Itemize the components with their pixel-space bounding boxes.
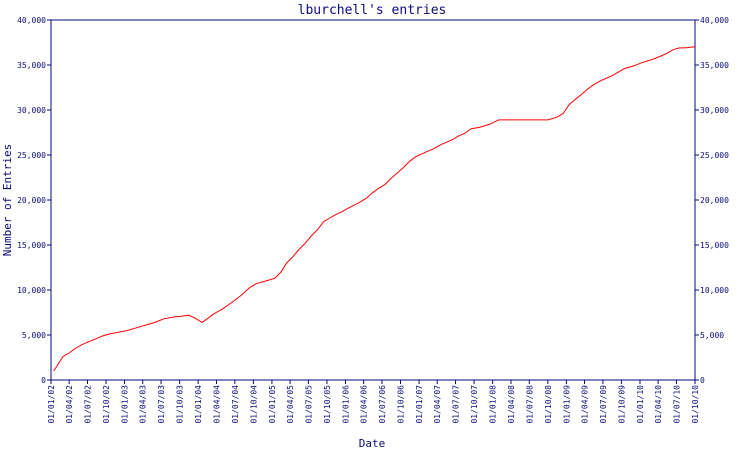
- x-tick-label: 01/07/05: [304, 385, 313, 424]
- x-axis-label: Date: [359, 437, 386, 450]
- x-tick-label: 01/01/04: [194, 385, 203, 424]
- y-tick-label-right: 20,000: [700, 196, 729, 205]
- x-tick-label: 01/01/09: [562, 385, 571, 424]
- y-tick-label-left: 0: [41, 376, 46, 385]
- y-tick-label-right: 15,000: [700, 241, 729, 250]
- x-tick-label: 01/04/02: [65, 385, 74, 424]
- x-tick-label: 01/01/10: [636, 385, 645, 424]
- y-tick-label-left: 5,000: [22, 331, 46, 340]
- plot-area-frame: [50, 19, 696, 381]
- y-tick-label-left: 20,000: [17, 196, 46, 205]
- x-tick-label: 01/04/07: [433, 385, 442, 424]
- x-tick-label: 01/07/10: [672, 385, 681, 424]
- x-tick-label: 01/10/06: [397, 385, 406, 424]
- x-tick-label: 01/01/02: [47, 385, 56, 424]
- x-tick-label: 01/07/07: [452, 385, 461, 424]
- x-tick-label: 01/01/08: [489, 385, 498, 424]
- y-tick-label-left: 25,000: [17, 151, 46, 160]
- y-tick-label-right: 0: [700, 376, 705, 385]
- x-tick-label: 01/07/06: [378, 385, 387, 424]
- x-tick-label: 01/01/05: [268, 385, 277, 424]
- x-tick-label: 01/10/09: [617, 385, 626, 424]
- y-tick-label-right: 35,000: [700, 61, 729, 70]
- x-tick-label: 01/07/08: [525, 385, 534, 424]
- x-tick-label: 01/04/10: [654, 385, 663, 424]
- x-tick-label: 01/04/08: [507, 385, 516, 424]
- y-axis-label: Number of Entries: [1, 144, 14, 257]
- y-tick-label-left: 10,000: [17, 286, 46, 295]
- x-tick-label: 01/10/07: [470, 385, 479, 424]
- entries-series-line: [53, 46, 695, 372]
- y-tick-label-left: 30,000: [17, 106, 46, 115]
- x-tick-label: 01/01/03: [121, 385, 130, 424]
- x-tick-label: 01/07/09: [599, 385, 608, 424]
- chart-title: lburchell's entries: [298, 3, 447, 18]
- x-axis: 01/01/02 01/04/02 01/07/02 01/10/02 01/01/03…: [47, 380, 700, 424]
- x-tick-label: 01/04/09: [581, 385, 590, 424]
- y-tick-label-left: 15,000: [17, 241, 46, 250]
- y-tick-label-right: 10,000: [700, 286, 729, 295]
- x-tick-label: 01/10/05: [323, 385, 332, 424]
- x-tick-label: 01/01/07: [415, 385, 424, 424]
- x-tick-label: 01/07/04: [231, 385, 240, 424]
- x-tick-label: 01/10/04: [249, 385, 258, 424]
- y-axis-left: 0 5,000 10,000 15,000 20,000 25,000 30,000 35,0…: [17, 16, 51, 385]
- x-tick-label: 01/04/06: [360, 385, 369, 424]
- x-tick-label: 01/04/03: [139, 385, 148, 424]
- x-tick-label: 01/04/05: [286, 385, 295, 424]
- y-tick-label-right: 30,000: [700, 106, 729, 115]
- y-tick-label-right: 40,000: [700, 16, 729, 25]
- series-layer: [53, 46, 695, 372]
- x-tick-label: 01/10/03: [176, 385, 185, 424]
- y-tick-label-right: 25,000: [700, 151, 729, 160]
- x-tick-label: 01/07/02: [83, 385, 92, 424]
- x-tick-label: 01/04/04: [212, 385, 221, 424]
- y-tick-label-left: 40,000: [17, 16, 46, 25]
- y-axis-right: 0 5,000 10,000 15,000 20,000 25,000 30,000 35,0…: [695, 16, 729, 385]
- x-tick-label: 01/10/02: [102, 385, 111, 424]
- x-tick-label: 01/01/06: [341, 385, 350, 424]
- x-tick-label: 01/10/08: [544, 385, 553, 424]
- y-tick-label-right: 5,000: [700, 331, 724, 340]
- y-tick-label-left: 35,000: [17, 61, 46, 70]
- x-tick-label: 01/07/03: [157, 385, 166, 424]
- x-tick-label: 01/10/10: [691, 385, 700, 424]
